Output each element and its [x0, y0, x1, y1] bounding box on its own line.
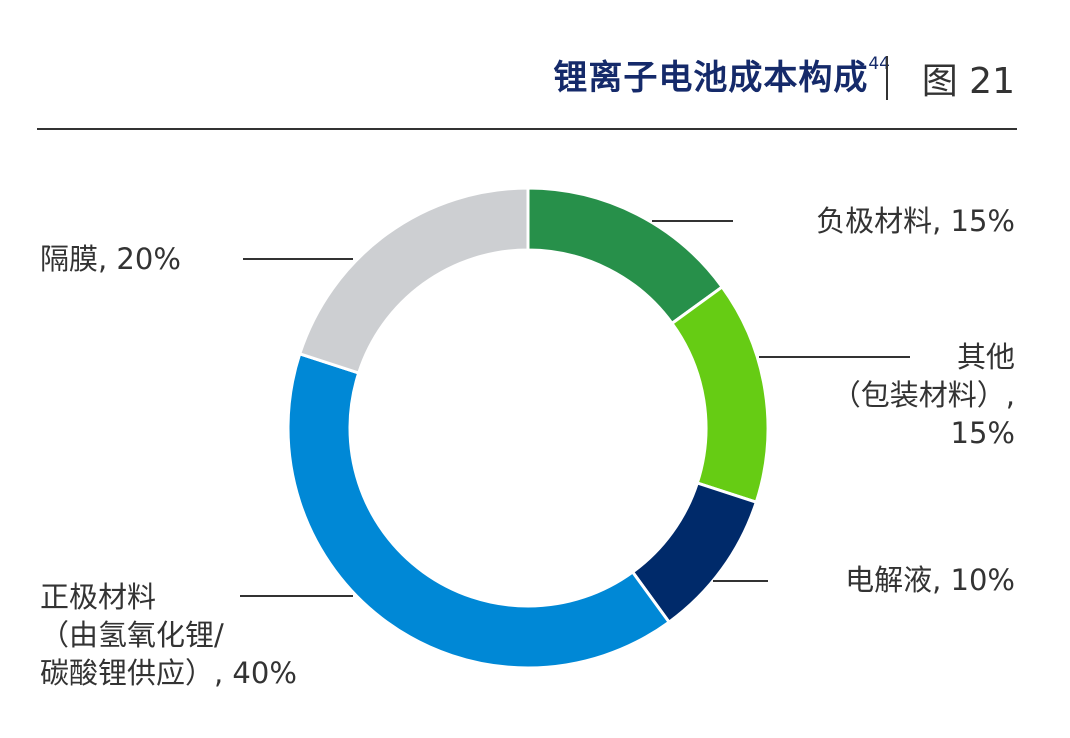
donut-slice-0	[526, 186, 725, 326]
chart-title: 锂离子电池成本构成44	[553, 54, 890, 98]
figure-label: 图 21	[921, 61, 1015, 102]
donut-slice-4	[297, 186, 530, 375]
donut-slice-3	[286, 351, 672, 670]
label-cathode: 正极材料 （由氢氧化锂/碳酸锂供应）, 40%	[40, 580, 297, 690]
title-divider	[886, 56, 888, 100]
label-other: 其他 （包装材料）, 15%	[831, 340, 1015, 450]
header-rule	[37, 128, 1017, 130]
label-separator: 隔膜, 20%	[40, 242, 181, 276]
label-electrolyte: 电解液, 10%	[845, 563, 1015, 597]
footnote-ref: 44	[868, 54, 890, 74]
donut-slice-1	[669, 284, 770, 505]
label-anode: 负极材料, 15%	[816, 204, 1015, 238]
